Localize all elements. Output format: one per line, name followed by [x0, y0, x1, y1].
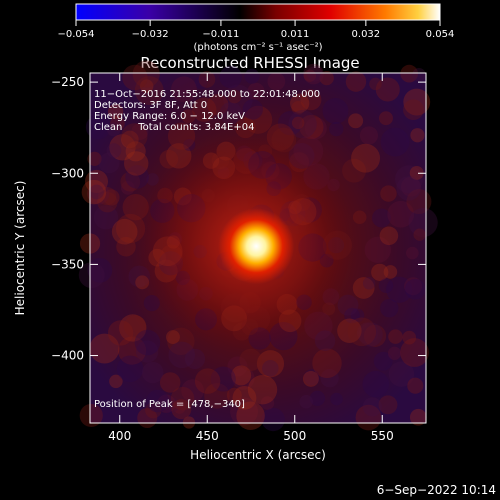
- colorbar: [75, 3, 441, 21]
- chart-title: Reconstructed RHESSI Image: [140, 54, 359, 72]
- annotation-time-range: 11−Oct−2016 21:55:48.000 to 22:01:48.000: [94, 89, 320, 100]
- x-tick-label: 550: [371, 429, 394, 443]
- x-tick-label: 400: [108, 429, 131, 443]
- y-axis: −250 −300 −350 −400: [51, 75, 426, 363]
- y-tick-label: −350: [51, 257, 84, 271]
- colorbar-tick-label: 0.011: [281, 29, 310, 40]
- colorbar-ticks: −0.054 −0.032 −0.011 0.011 0.032 0.054: [57, 20, 454, 40]
- x-axis-title: Heliocentric X (arcsec): [190, 448, 326, 462]
- heatmap-image: [78, 60, 438, 432]
- annotation-clean-counts: Clean Total counts: 3.84E+04: [94, 122, 254, 133]
- plot-frame: [89, 72, 427, 424]
- colorbar-tick-label: −0.011: [202, 29, 239, 40]
- colorbar-tick-label: 0.032: [352, 29, 381, 40]
- y-tick-label: −250: [51, 75, 84, 89]
- y-tick-label: −400: [51, 349, 84, 363]
- x-axis: 400 450 500 550: [108, 73, 394, 443]
- timestamp: 6−Sep−2022 10:14: [377, 483, 496, 497]
- y-axis-title: Heliocentric Y (arcsec): [13, 181, 27, 316]
- colorbar-tick-label: −0.054: [57, 29, 94, 40]
- x-tick-label: 450: [196, 429, 219, 443]
- annotation-peak-position: Position of Peak = [478,−340]: [94, 399, 245, 410]
- colorbar-tick-label: −0.032: [132, 29, 169, 40]
- colorbar-tick-label: 0.054: [426, 29, 455, 40]
- colorbar-unit-label: (photons cm⁻² s⁻¹ asec⁻²): [193, 42, 322, 53]
- y-tick-label: −300: [51, 166, 84, 180]
- annotation-energy: Energy Range: 6.0 − 12.0 keV: [94, 111, 245, 122]
- x-tick-label: 500: [283, 429, 306, 443]
- annotation-detectors: Detectors: 3F 8F, Att 0: [94, 100, 207, 111]
- peak-source: [218, 208, 295, 285]
